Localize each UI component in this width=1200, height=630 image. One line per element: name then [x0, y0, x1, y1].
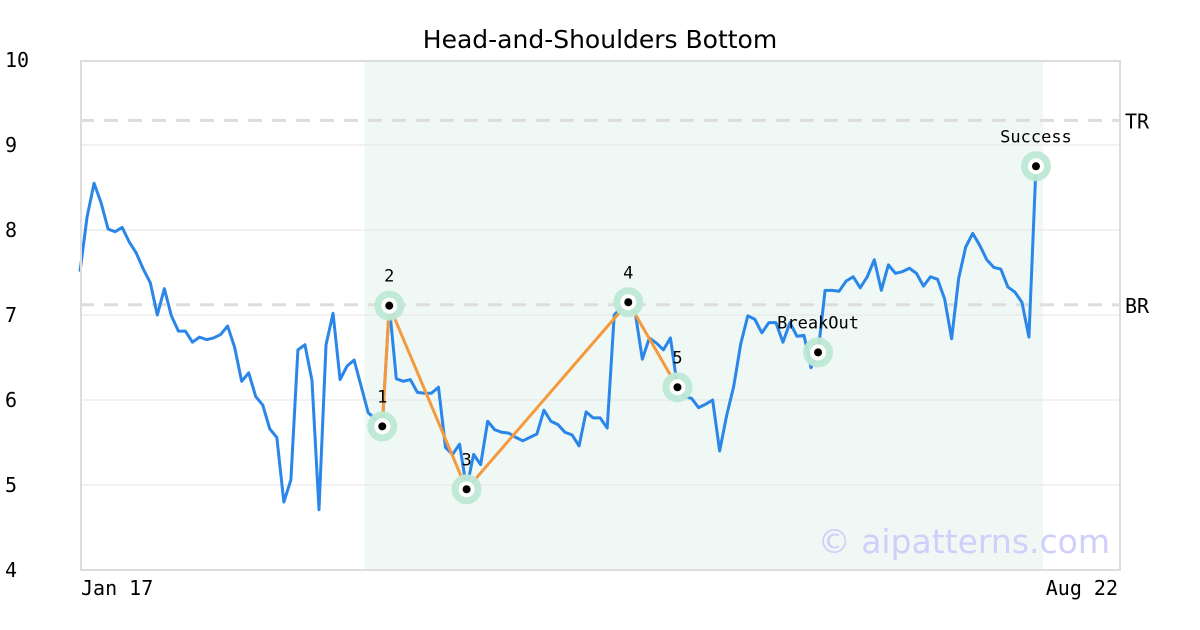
pattern-point-1-dot: [378, 422, 387, 431]
price-line: [78, 164, 1043, 512]
event-point-success-label: Success: [1000, 127, 1072, 147]
y-tick-label: 6: [5, 388, 17, 412]
plot-frame: [80, 60, 1121, 571]
event-point-success-dot: [1031, 162, 1040, 171]
y-tick-label: 9: [5, 133, 17, 157]
y-tick-label: 4: [5, 558, 17, 582]
pattern-point-4-dot: [624, 298, 633, 307]
event-point-breakout-dot: [814, 348, 823, 357]
pattern-point-2-label: 2: [384, 267, 394, 287]
y-tick-label: 8: [5, 218, 17, 242]
pattern-point-2-dot: [385, 301, 394, 310]
level-label-tr: TR: [1125, 109, 1150, 133]
y-tick-label: 7: [5, 303, 17, 327]
pattern-point-5-label: 5: [672, 348, 682, 368]
y-tick-label: 10: [5, 48, 29, 72]
pattern-point-1-label: 1: [377, 387, 387, 407]
pattern-point-3-label: 3: [461, 450, 471, 470]
x-tick-label-start: Jan 17: [81, 576, 153, 600]
pattern-point-5-dot: [673, 383, 682, 392]
event-point-breakout-label: BreakOut: [777, 313, 859, 333]
chart-title: Head-and-Shoulders Bottom: [423, 25, 777, 54]
level-label-br: BR: [1125, 294, 1150, 318]
pattern-point-4-label: 4: [623, 263, 633, 283]
x-tick-label-end: Aug 22: [1046, 576, 1118, 600]
y-tick-label: 5: [5, 473, 17, 497]
pattern-point-3-dot: [462, 485, 471, 494]
watermark: © aipatterns.com: [818, 522, 1110, 561]
